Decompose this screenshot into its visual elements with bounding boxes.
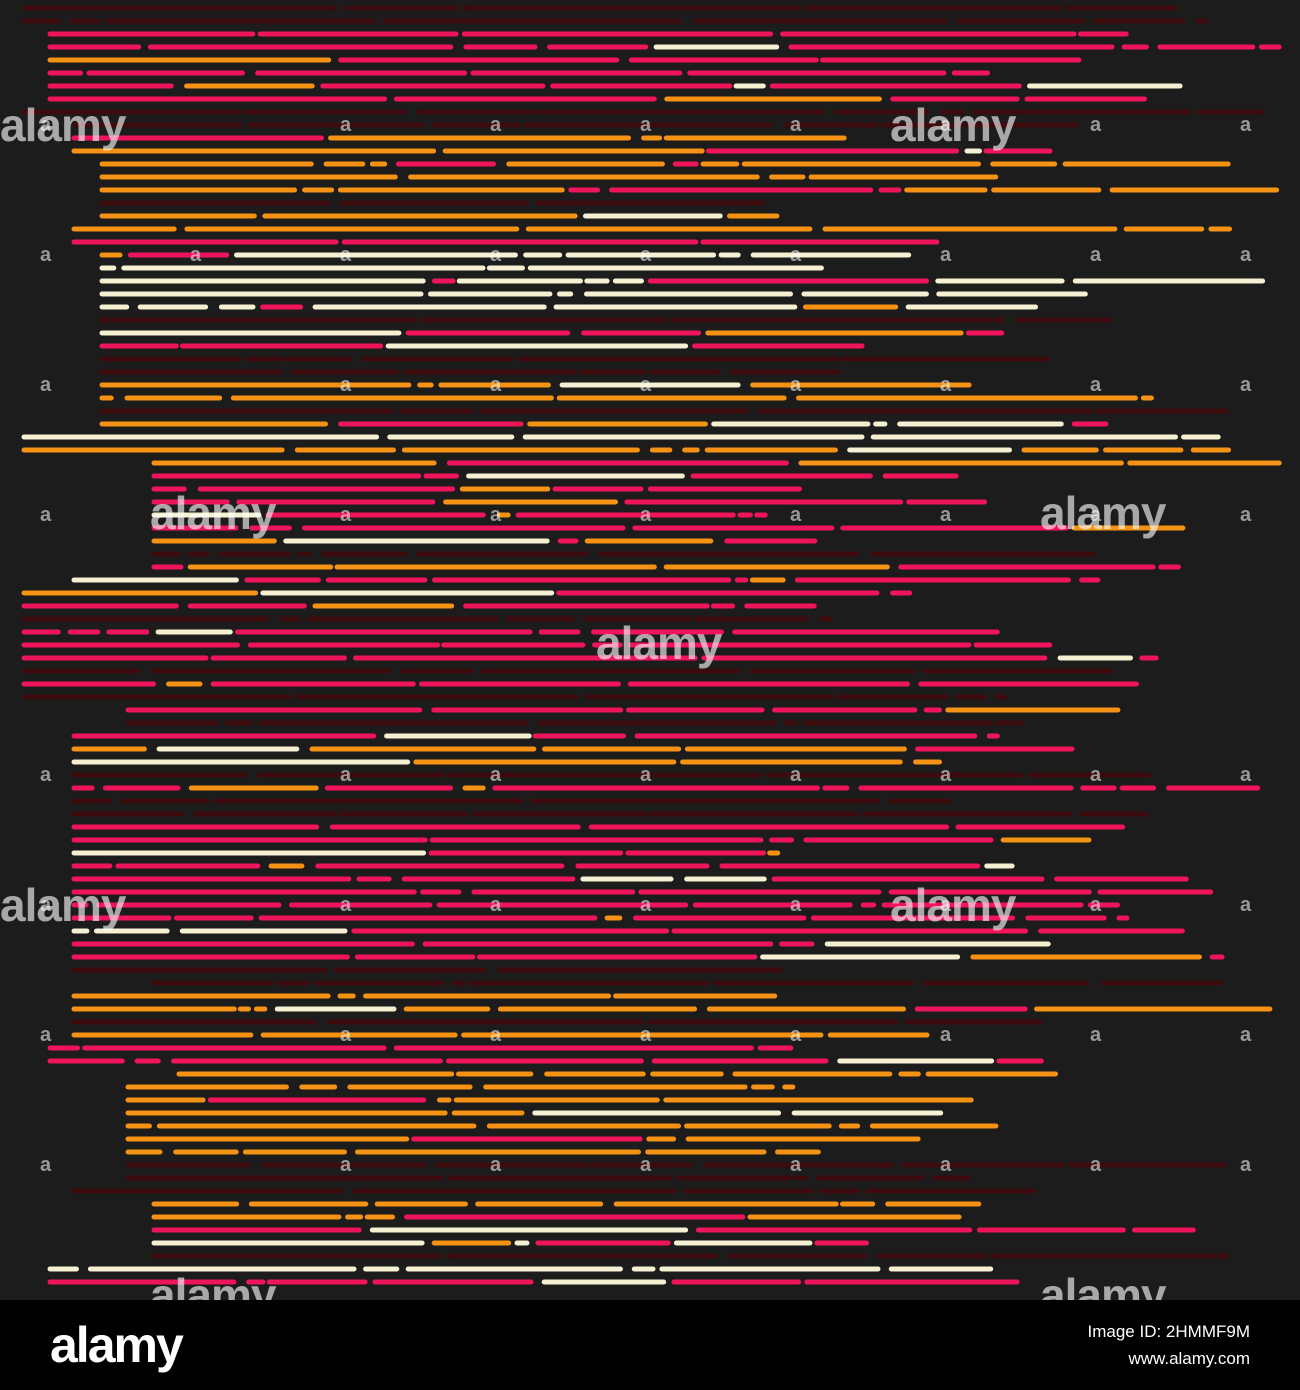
footer-url: www.alamy.com	[1128, 1349, 1250, 1368]
image-id-label: Image ID: 2HMMF9M	[1087, 1322, 1250, 1341]
stock-footer: alamy Image ID: 2HMMF9M www.alamy.com	[0, 1300, 1300, 1390]
footer-logo: alamy	[50, 1317, 184, 1373]
artwork-canvas: alamy alamy alamy alamy alamy alamy alamy alamy…	[0, 0, 1300, 1300]
stripe-pattern	[21, 5, 1282, 1285]
